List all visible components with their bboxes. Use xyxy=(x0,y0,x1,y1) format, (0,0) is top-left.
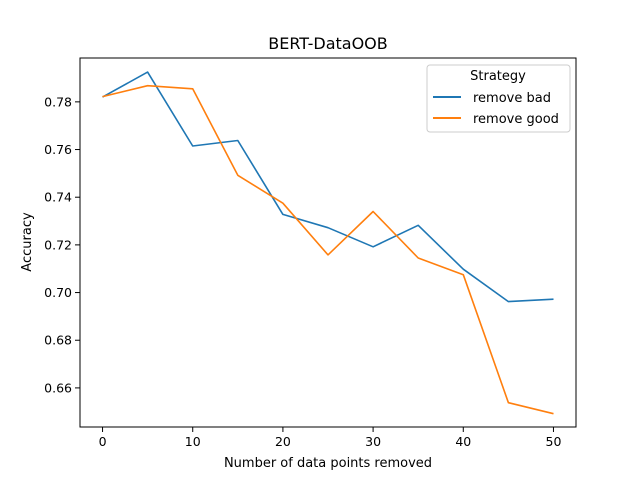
legend: Strategy remove bad remove good xyxy=(426,64,571,133)
x-tick-label: 20 xyxy=(275,434,291,449)
series-line-remove-good xyxy=(102,84,554,415)
y-tick-label: 0.76 xyxy=(44,142,72,157)
y-tick-label: 0.66 xyxy=(44,380,72,395)
axis-ticks: 0 10 20 30 40 50 0.66 0.68 0.70 0.72 0.74 0.76 0.78 xyxy=(44,94,561,449)
chart-title: BERT-DataOOB xyxy=(268,34,387,53)
series-line-remove-bad xyxy=(102,71,554,303)
x-axis-label: Number of data points removed xyxy=(224,456,432,471)
x-tick-label: 10 xyxy=(185,434,201,449)
series-lines xyxy=(102,71,554,415)
legend-box xyxy=(426,64,571,133)
y-tick-label: 0.72 xyxy=(44,237,72,252)
y-tick-label: 0.78 xyxy=(44,94,72,109)
x-tick-label: 30 xyxy=(365,434,381,449)
legend-title: Strategy xyxy=(470,69,526,84)
x-tick-label: 40 xyxy=(455,434,471,449)
y-tick-label: 0.74 xyxy=(44,190,72,205)
x-tick-label: 0 xyxy=(99,434,107,449)
legend-label-remove-bad: remove bad xyxy=(473,91,551,106)
legend-label-remove-good: remove good xyxy=(473,112,559,127)
x-tick-label: 50 xyxy=(546,434,562,449)
y-tick-label: 0.68 xyxy=(44,333,72,348)
plot-frame xyxy=(79,57,577,428)
y-tick-label: 0.70 xyxy=(44,285,72,300)
y-axis-label: Accuracy xyxy=(20,212,35,272)
